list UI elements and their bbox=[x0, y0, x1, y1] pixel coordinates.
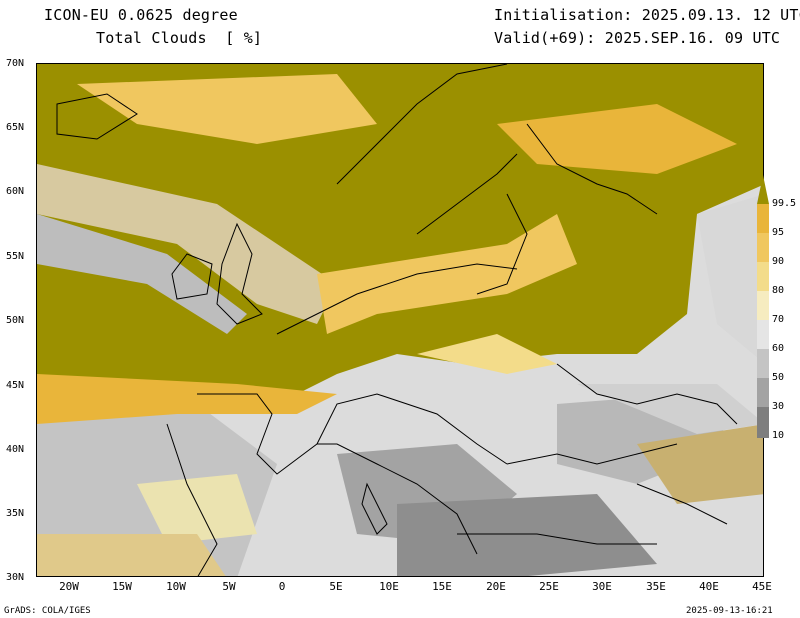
colorbar-label-80: 80 bbox=[772, 285, 785, 296]
lat-label-40n: 40N bbox=[6, 444, 25, 455]
colorbar-label-70: 70 bbox=[772, 314, 785, 325]
lat-label-60n: 60N bbox=[6, 186, 25, 197]
colorbar-cap-top bbox=[757, 175, 769, 204]
lon-label-10e: 10E bbox=[379, 580, 399, 593]
colorbar-label-10: 10 bbox=[772, 430, 785, 441]
colorbar-swatch-10-30 bbox=[757, 407, 769, 438]
colorbar-swatch-90-95 bbox=[757, 233, 769, 262]
colorbar-swatch-95-99.5 bbox=[757, 204, 769, 233]
lon-label-15w: 15W bbox=[112, 580, 132, 593]
model-title: ICON-EU 0.0625 degree bbox=[44, 6, 238, 24]
colorbar-swatch-70-80 bbox=[757, 291, 769, 320]
lon-label-45e: 45E bbox=[752, 580, 772, 593]
cloud-cover-map bbox=[36, 63, 764, 577]
lon-label-40e: 40E bbox=[699, 580, 719, 593]
colorbar-label-60: 60 bbox=[772, 343, 785, 354]
lon-label-10w: 10W bbox=[166, 580, 186, 593]
colorbar bbox=[757, 175, 769, 438]
lat-label-70n: 70N bbox=[6, 58, 25, 69]
colorbar-label-30: 30 bbox=[772, 401, 785, 412]
grads-credit: GrADS: COLA/IGES bbox=[4, 606, 91, 616]
render-timestamp: 2025-09-13-16:21 bbox=[686, 606, 773, 616]
initialisation-time: Initialisation: 2025.09.13. 12 UTC bbox=[494, 6, 800, 24]
valid-time: Valid(+69): 2025.SEP.16. 09 UTC bbox=[494, 29, 781, 47]
lat-label-55n: 55N bbox=[6, 251, 25, 262]
colorbar-swatch-60-70 bbox=[757, 320, 769, 349]
colorbar-swatch-30-50 bbox=[757, 378, 769, 407]
lat-label-35n: 35N bbox=[6, 508, 25, 519]
colorbar-label-90: 90 bbox=[772, 256, 785, 267]
lon-label-20e: 20E bbox=[486, 580, 506, 593]
lon-label-15e: 15E bbox=[432, 580, 452, 593]
colorbar-label-99.5: 99.5 bbox=[772, 198, 797, 209]
lon-label-0: 0 bbox=[278, 580, 286, 593]
colorbar-label-50: 50 bbox=[772, 372, 785, 383]
field-title: Total Clouds [ %] bbox=[96, 29, 263, 47]
lon-label-20w: 20W bbox=[59, 580, 79, 593]
colorbar-swatch-80-90 bbox=[757, 262, 769, 291]
lat-label-30n: 30N bbox=[6, 572, 25, 583]
colorbar-label-95: 95 bbox=[772, 227, 785, 238]
lat-label-50n: 50N bbox=[6, 315, 25, 326]
lon-label-35e: 35E bbox=[646, 580, 666, 593]
lon-label-30e: 30E bbox=[592, 580, 612, 593]
colorbar-swatch-50-60 bbox=[757, 349, 769, 378]
lat-label-65n: 65N bbox=[6, 122, 25, 133]
map-canvas bbox=[37, 64, 763, 576]
lon-label-5w: 5W bbox=[222, 580, 236, 593]
lon-label-5e: 5E bbox=[329, 580, 343, 593]
lat-label-45n: 45N bbox=[6, 380, 25, 391]
lon-label-25e: 25E bbox=[539, 580, 559, 593]
